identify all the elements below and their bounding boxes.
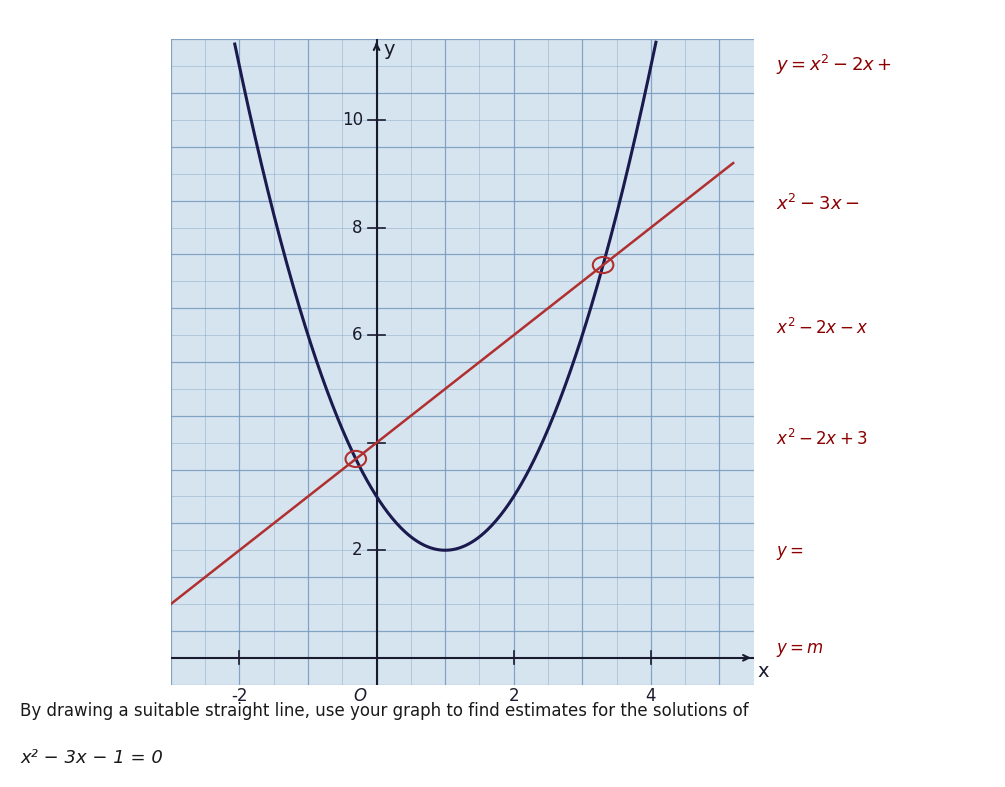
Text: $x^2-2x -x$: $x^2-2x -x$: [776, 318, 868, 338]
Text: 4: 4: [645, 687, 656, 705]
Text: $x^2-3x-$: $x^2-3x-$: [776, 194, 859, 213]
Text: -2: -2: [231, 687, 247, 705]
Text: 2: 2: [352, 541, 363, 560]
Text: By drawing a suitable straight line, use your graph to find estimates for the so: By drawing a suitable straight line, use…: [20, 702, 749, 720]
Text: O: O: [353, 687, 366, 705]
Text: 8: 8: [353, 219, 363, 237]
Text: x: x: [757, 662, 769, 681]
Text: $y= m$: $y= m$: [776, 641, 823, 659]
Text: $y = x^2- 2x+$: $y = x^2- 2x+$: [776, 53, 891, 77]
Text: 2: 2: [509, 687, 519, 705]
Text: $y=$: $y=$: [776, 544, 803, 562]
Text: 10: 10: [342, 111, 363, 129]
Text: $x^2-2x +3$: $x^2-2x +3$: [776, 429, 867, 449]
Text: x² − 3x − 1 = 0: x² − 3x − 1 = 0: [20, 749, 163, 767]
Text: y: y: [384, 40, 395, 60]
Text: 6: 6: [353, 326, 363, 344]
